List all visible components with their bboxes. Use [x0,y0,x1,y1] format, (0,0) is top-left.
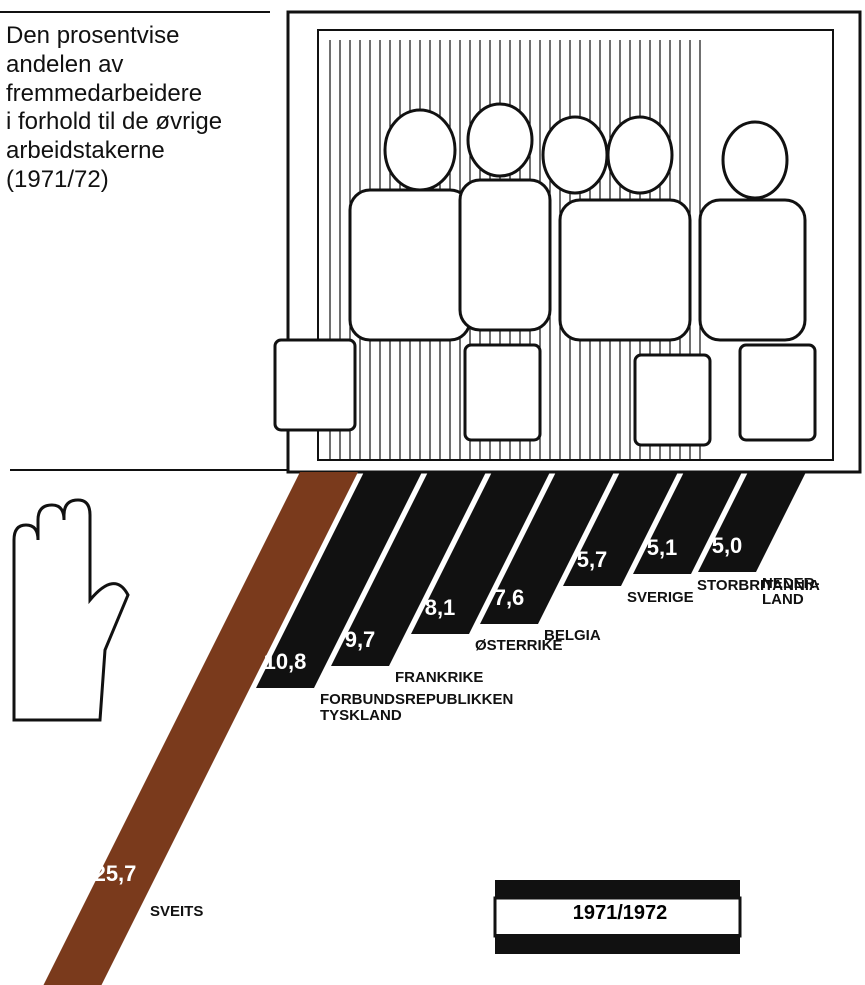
value-label: 25,7 [94,862,137,885]
category-label: NEDER- LAND [762,576,820,608]
value-label: 5,0 [712,534,743,557]
chart: Den prosentvise andelen av fremmedarbeid… [0,0,865,985]
value-label: 5,7 [577,548,608,571]
value-label: 10,8 [264,650,307,673]
category-label: SVEITS [150,904,203,920]
chart-title: Den prosentvise andelen av fremmedarbeid… [6,22,222,195]
hand [14,500,128,720]
value-label: 9,7 [345,628,376,651]
category-label: SVERIGE [627,590,694,606]
category-label: FRANKRIKE [395,670,483,686]
value-label: 8,1 [425,596,456,619]
category-label: FORBUNDSREPUBLIKKEN TYSKLAND [320,692,513,724]
illustration [275,12,860,472]
value-label: 7,6 [494,586,525,609]
annotation: 1971/1972 [500,903,740,924]
value-label: 5,1 [647,536,678,559]
category-label: BELGIA [544,628,601,644]
